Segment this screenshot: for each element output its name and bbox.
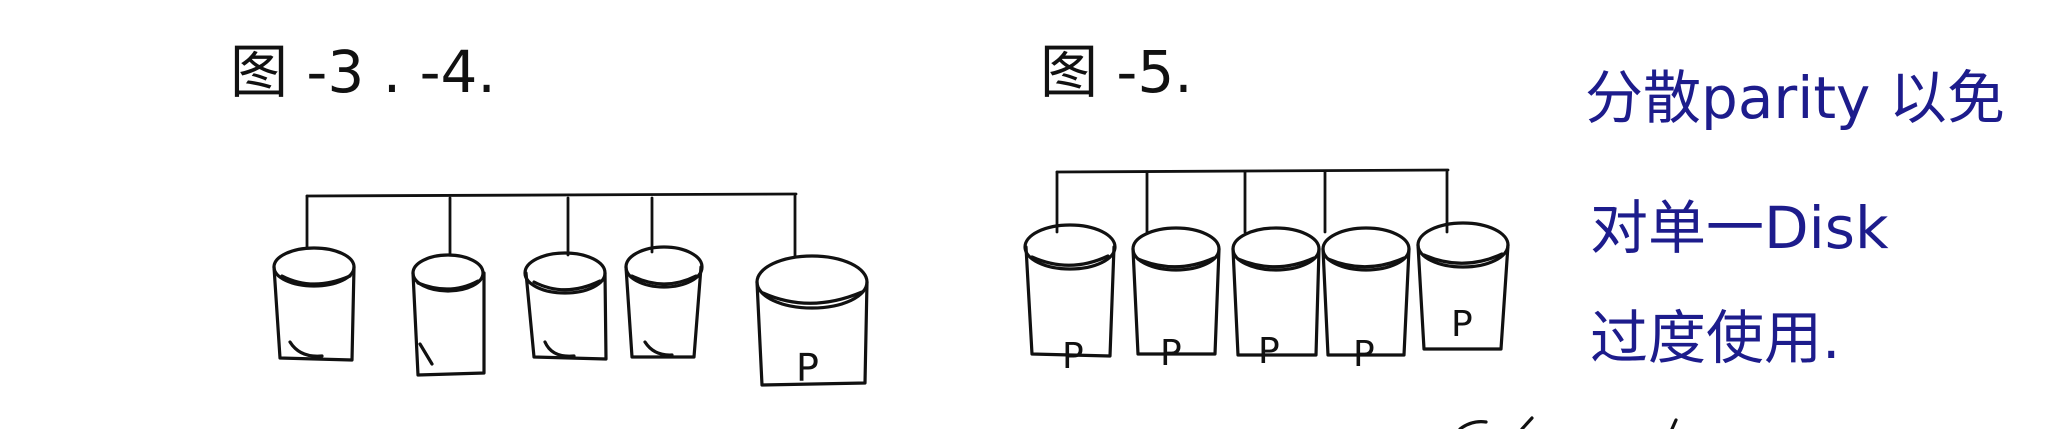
left-disk-5-parity: P bbox=[755, 254, 869, 390]
left-disk-3 bbox=[523, 251, 608, 361]
left-disk-1 bbox=[272, 246, 356, 362]
right-disk-3: P bbox=[1231, 226, 1321, 372]
figure-label-left: 图 -3 . -4. bbox=[230, 38, 496, 106]
bottom-partial-stroke-1 bbox=[1458, 420, 1488, 429]
right-parity-mark-1: P bbox=[1062, 336, 1084, 377]
right-disk-5: P bbox=[1416, 221, 1510, 351]
note-line-2: 对单一Disk bbox=[1590, 194, 1889, 262]
left-parity-mark: P bbox=[796, 346, 819, 390]
figure-label-right: 图 -5. bbox=[1040, 38, 1193, 106]
bottom-partial-stroke-2 bbox=[1520, 416, 1534, 429]
left-disk-2 bbox=[411, 253, 486, 377]
right-disk-2: P bbox=[1131, 226, 1221, 374]
right-parity-mark-3: P bbox=[1258, 331, 1280, 372]
right-bus-line bbox=[1055, 168, 1450, 174]
left-bus-line bbox=[305, 192, 798, 198]
note-line-3: 过度使用. bbox=[1590, 304, 1840, 372]
right-disk-4: P bbox=[1321, 226, 1411, 375]
bottom-partial-stroke-3 bbox=[1670, 418, 1678, 429]
note-line-1: 分散parity 以免 bbox=[1585, 64, 2005, 132]
right-parity-mark-2: P bbox=[1160, 333, 1182, 374]
right-disk-1: P bbox=[1023, 223, 1117, 377]
right-parity-mark-4: P bbox=[1353, 334, 1375, 375]
left-disk-4 bbox=[624, 245, 704, 359]
right-parity-mark-5: P bbox=[1451, 304, 1473, 345]
